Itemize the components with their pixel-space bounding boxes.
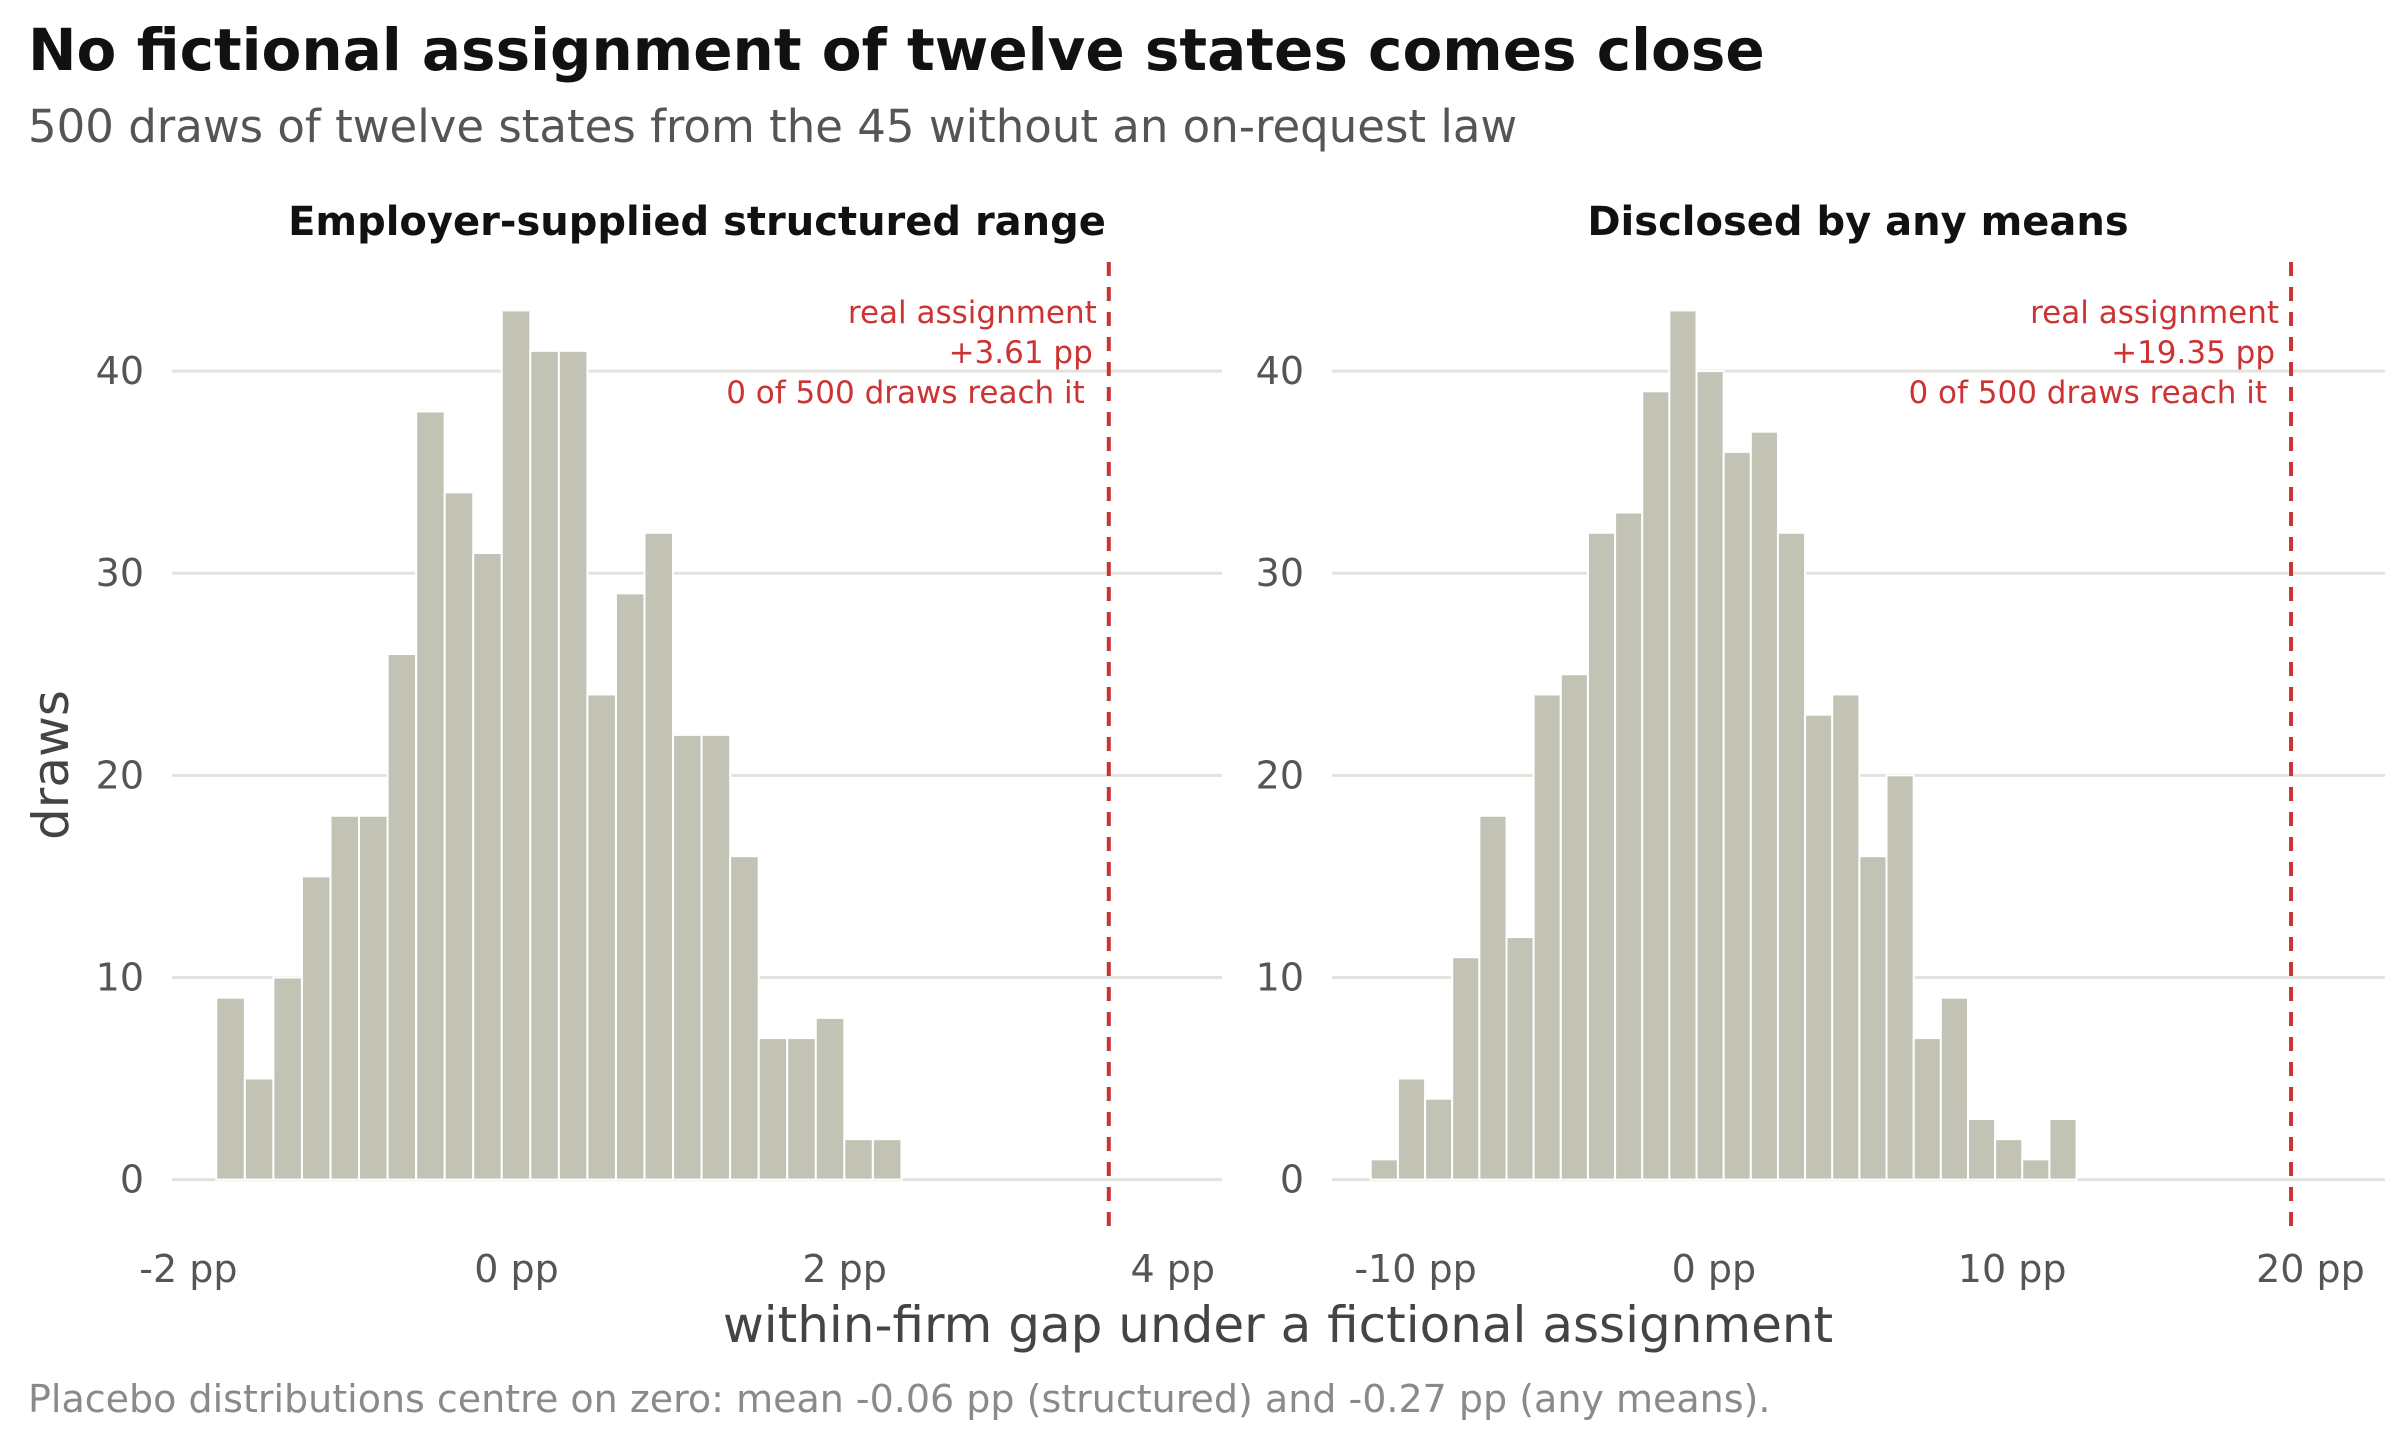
- histogram-bar: [358, 814, 389, 1181]
- histogram-bar: [586, 693, 617, 1181]
- x-tick-label: 20 pp: [2256, 1247, 2365, 1291]
- histogram-bar: [443, 491, 475, 1181]
- x-tick-label: 10 pp: [1958, 1247, 2067, 1291]
- histogram-bar: [1641, 390, 1671, 1181]
- histogram-bar: [843, 1138, 874, 1181]
- panel-2: Disclosed by any means 0 10 20 30 40 -10 pp 0 p…: [1256, 199, 2385, 1291]
- histogram-bar: [1912, 1037, 1942, 1181]
- chart-title: No fictional assignment of twelve states…: [28, 16, 1765, 84]
- histogram-bar: [329, 814, 361, 1181]
- histogram-bar: [1695, 370, 1725, 1181]
- reference-annotation: +3.61 pp: [949, 335, 1093, 371]
- chart-subtitle: 500 draws of twelve states from the 45 w…: [28, 100, 1517, 153]
- histogram-bar: [757, 1037, 789, 1181]
- x-tick-label: -2 pp: [139, 1247, 237, 1291]
- histogram-bar: [814, 1016, 846, 1181]
- histogram-bar: [300, 875, 332, 1181]
- histogram-bar: [1804, 713, 1834, 1181]
- histogram-bar: [1831, 693, 1861, 1181]
- histogram-bar: [1966, 1117, 1997, 1181]
- reference-annotation: +19.35 pp: [2111, 335, 2275, 371]
- histogram-bar: [1505, 936, 1535, 1181]
- y-tick-label: 30: [96, 551, 144, 595]
- histogram-bar: [729, 855, 760, 1181]
- histogram-bar: [1451, 956, 1481, 1181]
- histogram-bar: [1722, 450, 1752, 1181]
- panel-title: Disclosed by any means: [1587, 199, 2128, 245]
- chart-caption: Placebo distributions centre on zero: me…: [28, 1377, 1770, 1421]
- histogram-bar: [2048, 1117, 2078, 1181]
- x-tick-label: 0 pp: [474, 1247, 559, 1291]
- histogram-bar: [1939, 996, 1969, 1181]
- histogram-bar: [1396, 1077, 1427, 1181]
- histogram-bar: [557, 349, 589, 1181]
- y-tick-label: 40: [1256, 349, 1304, 393]
- histogram-bar: [786, 1037, 817, 1181]
- reference-annotation: 0 of 500 draws reach it: [726, 375, 1085, 411]
- histogram-bar: [1776, 531, 1807, 1181]
- histogram-bar: [700, 733, 732, 1181]
- histogram-bar: [2021, 1158, 2051, 1181]
- histogram-bar: [1478, 814, 1508, 1181]
- histogram-bar: [1749, 430, 1779, 1181]
- histogram-bar: [243, 1077, 275, 1181]
- histogram-bar: [1885, 774, 1915, 1181]
- histogram-bar: [1559, 673, 1589, 1181]
- histogram-bar: [1668, 309, 1698, 1181]
- y-tick-label: 0: [1280, 1158, 1304, 1202]
- histogram-bar: [472, 551, 503, 1181]
- histogram-bar: [386, 653, 418, 1181]
- histogram-bar: [1586, 531, 1617, 1181]
- histogram-bar: [215, 996, 246, 1181]
- x-tick-label: 2 pp: [802, 1247, 887, 1291]
- x-tick-label: -10 pp: [1354, 1247, 1476, 1291]
- histogram-bar: [871, 1138, 903, 1181]
- histogram-bar: [672, 733, 703, 1181]
- x-tick-label: 4 pp: [1131, 1247, 1216, 1291]
- panel-title: Employer-supplied structured range: [288, 199, 1106, 245]
- histogram-bar: [500, 309, 532, 1181]
- panel-1: Employer-supplied structured range 0 10 20 3…: [96, 199, 1222, 1291]
- histogram-bar: [1369, 1158, 1399, 1181]
- y-axis-title: draws: [22, 690, 80, 840]
- reference-annotation: real assignment: [2030, 295, 2279, 331]
- y-tick-label: 0: [120, 1158, 144, 1202]
- x-axis-title: within-firm gap under a fictional assign…: [723, 1296, 1833, 1354]
- histogram-bar: [1532, 693, 1562, 1181]
- histogram-bar: [1424, 1097, 1454, 1181]
- y-tick-label: 20: [1256, 753, 1304, 797]
- histogram-bar: [643, 531, 675, 1181]
- histogram-bar: [614, 592, 646, 1181]
- y-tick-label: 30: [1256, 551, 1304, 595]
- y-tick-label: 10: [96, 955, 144, 999]
- reference-annotation: 0 of 500 draws reach it: [1908, 375, 2267, 411]
- y-tick-label: 40: [96, 349, 144, 393]
- histogram-bar: [415, 410, 446, 1181]
- histogram-bar: [1614, 511, 1644, 1181]
- histogram-bar: [1858, 855, 1888, 1181]
- y-tick-label: 20: [96, 753, 144, 797]
- histogram-bar: [529, 349, 560, 1181]
- panels: Employer-supplied structured range 0 10 20 3…: [96, 199, 2385, 1291]
- histogram-bar: [272, 976, 303, 1181]
- reference-annotation: real assignment: [848, 295, 1097, 331]
- histogram-bar: [1994, 1138, 2024, 1181]
- y-tick-label: 10: [1256, 955, 1304, 999]
- x-tick-label: 0 pp: [1672, 1247, 1757, 1291]
